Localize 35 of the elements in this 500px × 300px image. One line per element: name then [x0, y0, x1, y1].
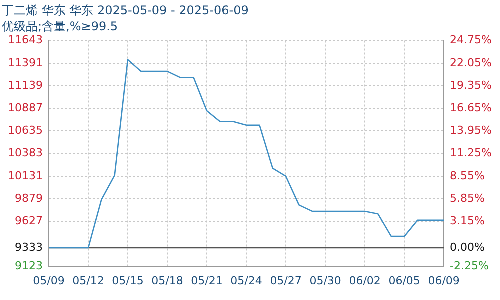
- y-tick-label: 10635: [8, 124, 43, 138]
- y2-tick-label: 22.05%: [450, 56, 492, 70]
- y2-tick-label: 16.65%: [450, 101, 492, 114]
- x-tick-label: 06/02: [349, 274, 381, 288]
- x-tick-label: 06/09: [428, 274, 460, 288]
- x-tick-label: 05/27: [270, 274, 302, 288]
- x-tick-label: 06/05: [388, 274, 420, 288]
- y2-tick-label: 8.55%: [450, 169, 486, 182]
- x-tick-label: 05/30: [310, 274, 342, 288]
- y-tick-label: 9627: [14, 214, 43, 228]
- x-tick-label: 05/15: [112, 274, 144, 288]
- y-tick-label: 11643: [8, 34, 43, 47]
- y-tick-label: 10887: [8, 101, 43, 114]
- y2-tick-label: 13.95%: [450, 124, 492, 138]
- y2-tick-label: 11.25%: [450, 146, 492, 160]
- y-tick-label: 9123: [14, 260, 43, 273]
- chart-subtitle: 优级品;含量,%≥99.5: [2, 20, 118, 34]
- chart-title: 丁二烯 华东 华东 2025-05-09 - 2025-06-09: [2, 3, 249, 18]
- y-tick-label: 11391: [8, 56, 43, 70]
- x-tick-label: 05/24: [230, 274, 262, 288]
- y2-tick-label: 5.85%: [450, 192, 486, 205]
- y-tick-label: 10383: [8, 146, 43, 160]
- y2-tick-label: 3.15%: [450, 214, 486, 228]
- y-tick-label: 9879: [14, 192, 43, 205]
- y-tick-label: 10131: [8, 169, 43, 182]
- x-tick-label: 05/09: [33, 274, 65, 288]
- x-tick-label: 05/21: [191, 274, 223, 288]
- y2-tick-label: 0.00%: [450, 240, 486, 254]
- y2-tick-label: 19.35%: [450, 78, 492, 92]
- x-tick-label: 05/12: [72, 274, 104, 288]
- x-tick-label: 05/18: [152, 274, 184, 288]
- y-tick-label: 9333: [14, 240, 43, 254]
- y2-tick-label: 24.75%: [450, 34, 492, 47]
- y2-tick-label: -2.25%: [450, 260, 489, 273]
- y-tick-label: 11139: [8, 78, 43, 92]
